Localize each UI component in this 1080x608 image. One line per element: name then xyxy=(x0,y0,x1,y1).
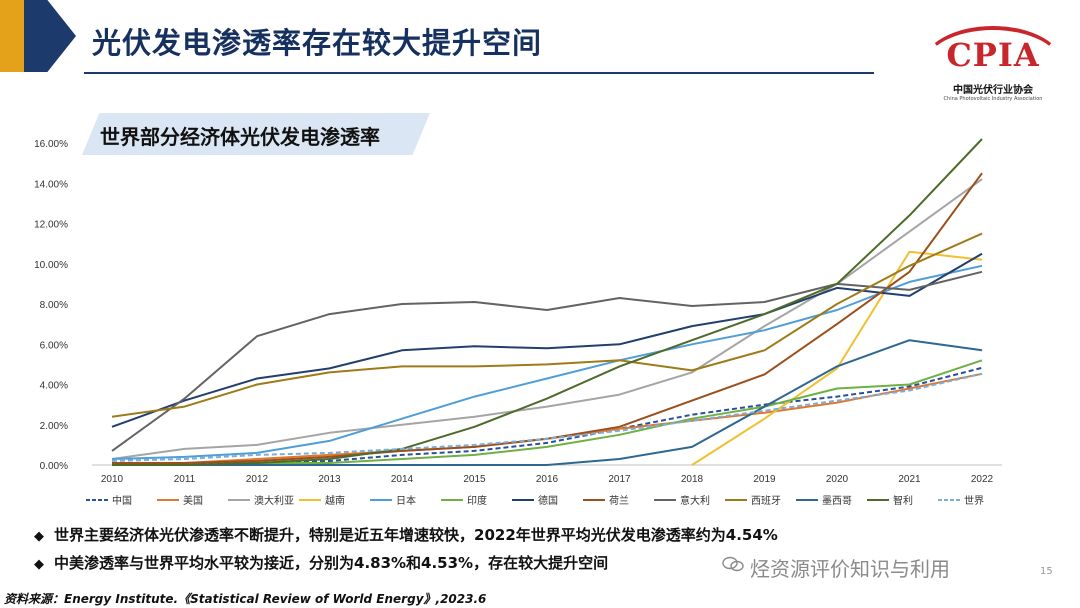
x-tick-label: 2010 xyxy=(101,474,124,485)
legend-label-意大利: 意大利 xyxy=(680,494,710,507)
series-line-印度 xyxy=(112,359,983,466)
legend-label-印度: 印度 xyxy=(467,494,487,507)
series-line-德国 xyxy=(111,252,983,428)
x-tick-label: 2013 xyxy=(318,474,341,485)
series-line-日本 xyxy=(111,264,983,460)
page-number: 15 xyxy=(1040,566,1053,577)
y-tick-label: 14.00% xyxy=(34,179,68,190)
wechat-icon xyxy=(722,556,744,572)
bullet-text-1: 世界主要经济体光伏渗透率不断提升，特别是近五年增速较快，2022年世界平均光伏发… xyxy=(54,526,778,544)
legend-label-墨西哥: 墨西哥 xyxy=(822,495,852,507)
y-tick-label: 4.00% xyxy=(40,381,68,392)
watermark-text: 烃资源评价知识与利用 xyxy=(750,557,950,581)
x-tick-label: 2021 xyxy=(898,474,921,485)
chart-subtitle: 世界部分经济体光伏发电渗透率 xyxy=(100,125,380,149)
line-chart: 0.00% 2.00% 4.00% 6.00% 8.00% 10.00% 12.00% 14.… xyxy=(34,138,1002,507)
header-divider xyxy=(84,72,874,74)
legend-label-日本: 日本 xyxy=(396,494,416,507)
x-tick-label: 2016 xyxy=(536,474,559,485)
x-tick-label: 2012 xyxy=(246,474,269,485)
logo-text: CPIA xyxy=(946,36,1040,74)
bullet-point-2: ◆ 中美渗透率与世界平均水平较为接近，分别为4.83%和4.53%，存在较大提升空… xyxy=(34,552,608,573)
x-tick-label: 2020 xyxy=(826,474,849,485)
legend-label-美国: 美国 xyxy=(183,494,203,507)
bullet-point-1: ◆ 世界主要经济体光伏渗透率不断提升，特别是近五年增速较快，2022年世界平均光伏… xyxy=(34,524,778,545)
cpia-logo: CPIA 中国光伏行业协会 China Photovoltaic Industr… xyxy=(918,20,1068,106)
logo-arc xyxy=(922,26,1064,106)
subtitle-banner xyxy=(82,113,430,155)
y-tick-label: 8.00% xyxy=(40,300,68,311)
logo-en-name: China Photovoltaic Industry Association xyxy=(943,96,1043,102)
legend-label-越南: 越南 xyxy=(325,494,345,507)
y-tick-label: 6.00% xyxy=(40,340,68,351)
diamond-bullet-icon: ◆ xyxy=(34,557,44,572)
y-tick-label: 0.00% xyxy=(40,461,68,472)
x-tick-label: 2018 xyxy=(681,474,704,485)
bullet-text-2: 中美渗透率与世界平均水平较为接近，分别为4.83%和4.53%，存在较大提升空间 xyxy=(54,554,609,572)
page-title: 光伏发电渗透率存在较大提升空间 xyxy=(92,26,543,60)
source-note: 资料来源：Energy Institute.《Statistical Revie… xyxy=(4,592,487,606)
series-line-澳大利亚 xyxy=(111,178,983,460)
x-tick-label: 2017 xyxy=(608,474,631,485)
x-tick-label: 2022 xyxy=(971,474,994,485)
x-tick-label: 2014 xyxy=(391,474,414,485)
x-tick-label: 2011 xyxy=(174,474,196,485)
series-line-荷兰 xyxy=(112,172,983,464)
y-tick-label: 10.00% xyxy=(34,260,68,271)
legend-label-澳大利亚: 澳大利亚 xyxy=(254,494,294,507)
series-line-世界 xyxy=(111,372,983,462)
legend-label-德国: 德国 xyxy=(538,494,558,507)
header-accent-arrow xyxy=(24,0,76,72)
legend-label-西班牙: 西班牙 xyxy=(751,495,781,507)
header-accent-gold xyxy=(0,0,24,72)
logo-cn-name: 中国光伏行业协会 xyxy=(953,85,1033,96)
legend-label-中国: 中国 xyxy=(112,494,132,507)
x-tick-label: 2015 xyxy=(463,474,486,485)
y-tick-label: 2.00% xyxy=(40,421,68,432)
series-line-智利 xyxy=(112,138,983,466)
legend-label-智利: 智利 xyxy=(893,494,913,507)
chart-container: 0.00% 2.00% 4.00% 6.00% 8.00% 10.00% 12.00% 14.… xyxy=(24,110,1060,520)
legend-label-荷兰: 荷兰 xyxy=(609,494,629,507)
series-line-西班牙 xyxy=(111,232,983,418)
x-tick-label: 2019 xyxy=(753,474,776,485)
legend-label-世界: 世界 xyxy=(964,495,984,507)
diamond-bullet-icon: ◆ xyxy=(34,529,44,544)
y-tick-label: 16.00% xyxy=(34,139,68,150)
series-line-墨西哥 xyxy=(112,339,983,466)
y-tick-label: 12.00% xyxy=(34,220,68,231)
